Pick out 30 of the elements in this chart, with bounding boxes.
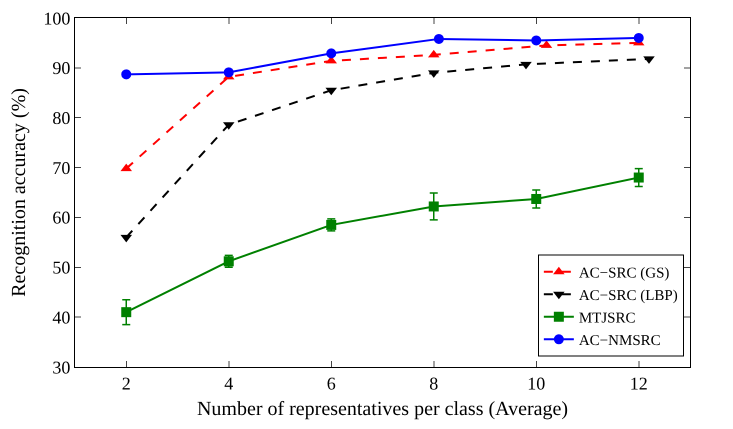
x-tick-label: 12 [630,374,648,394]
point [121,69,132,80]
legend-label: AC−SRC (GS) [578,266,670,282]
y-tick-label: 30 [52,357,70,378]
x-tick-label: 4 [224,374,234,394]
y-axis-title: Recognition accuracy (%) [8,88,30,297]
point [634,32,644,43]
point [434,34,444,44]
x-tick-label: 6 [326,374,336,394]
point [634,172,644,183]
legend-label: MTJSRC [578,310,636,327]
point [531,194,542,204]
point [326,48,336,58]
point [121,307,132,318]
y-tick-label: 100 [43,8,70,28]
legend-label: AC−NMSRC [578,333,661,350]
point [531,35,542,46]
y-tick-label: 60 [52,208,70,228]
y-tick-label: 90 [52,58,70,78]
legend-label: AC−SRC (LBP) [578,288,678,304]
x-tick-label: 2 [122,374,131,394]
y-tick-label: 70 [52,158,70,178]
point [224,67,234,78]
point [428,201,439,212]
y-tick-label: 40 [52,307,70,328]
x-tick-label: 8 [429,374,438,394]
x-axis-title: Number of representatives per class (Average) [196,398,568,420]
x-tick-label: 10 [527,374,546,394]
y-tick-label: 80 [52,108,70,128]
y-tick-label: 50 [52,258,70,278]
